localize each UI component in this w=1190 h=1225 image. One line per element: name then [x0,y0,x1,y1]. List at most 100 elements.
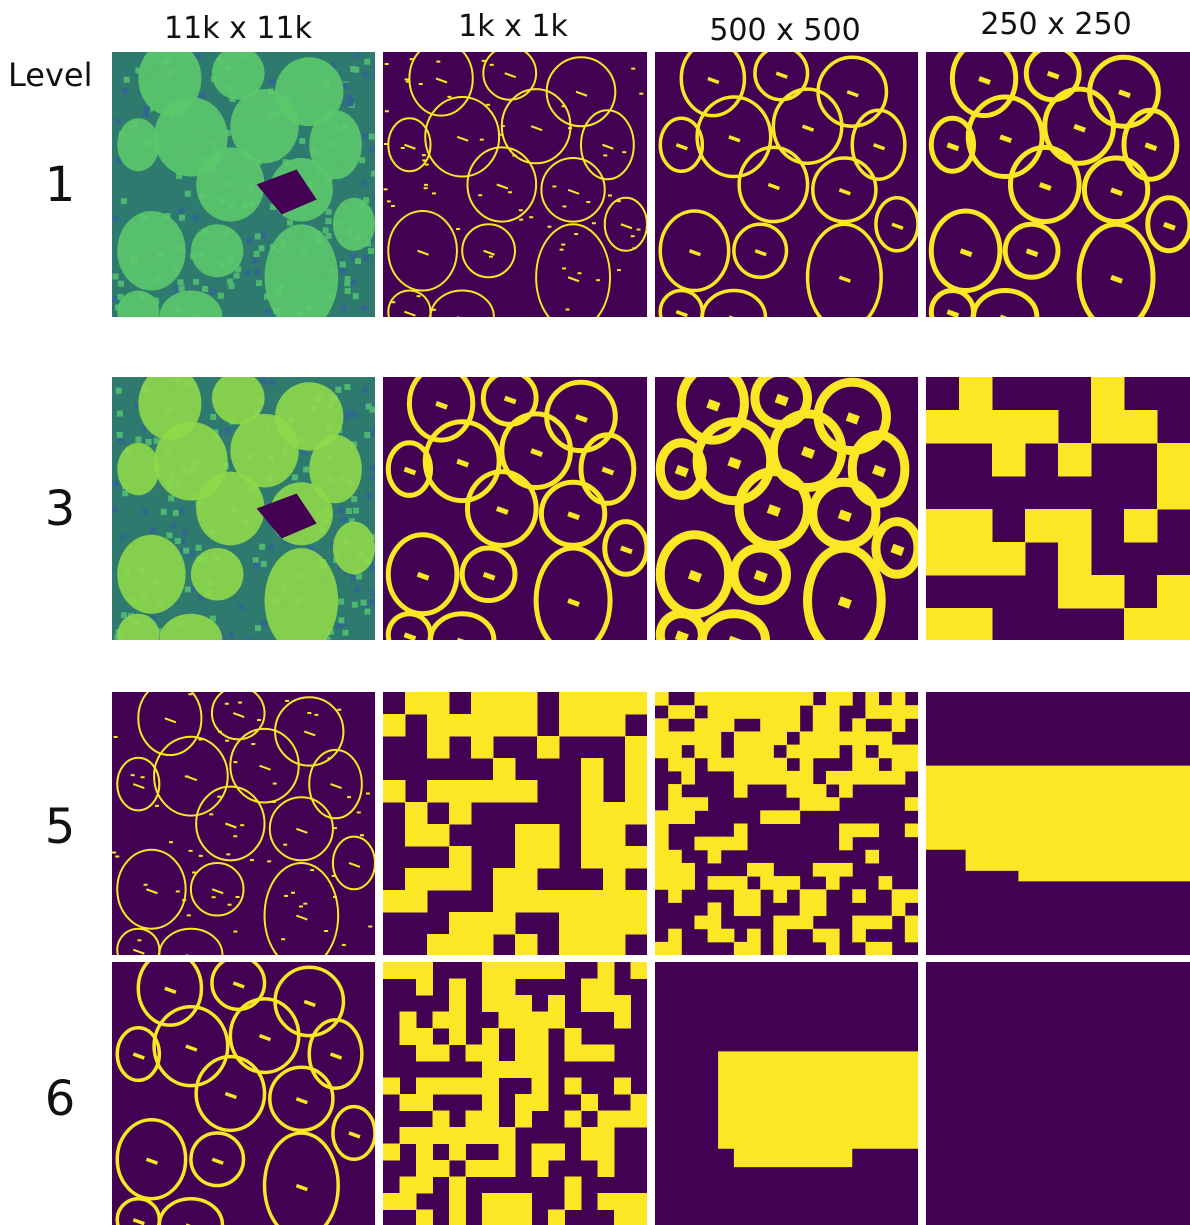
speck [391,301,395,303]
block [559,890,582,913]
noise [265,308,271,314]
noise [356,573,362,579]
block [416,1160,433,1177]
block [383,962,400,979]
block [892,705,906,719]
block [581,758,604,781]
noise [161,509,167,515]
noise [142,509,148,515]
cell-detail [776,398,787,402]
noise [210,289,216,295]
block [532,1061,549,1078]
block [826,771,840,785]
cell-detail [847,416,858,420]
noise [345,276,351,282]
speck [422,154,426,156]
noise [166,532,172,538]
block [482,1127,499,1144]
block [625,890,648,913]
block [708,758,722,772]
region [926,766,1190,882]
noise [178,279,184,285]
noise [287,220,293,226]
noise [193,279,199,285]
block [405,868,428,891]
block [471,736,494,759]
image-panel [926,692,1190,955]
speck [217,796,221,798]
panel-background [383,52,647,317]
speck [561,244,565,246]
block [813,889,827,903]
noise [353,508,359,514]
block [721,876,735,890]
speck [547,226,551,228]
block [773,731,787,745]
speck [384,143,388,145]
speck [115,856,119,858]
block [826,731,840,745]
noise [120,534,126,540]
block [813,718,827,732]
block [625,780,648,803]
block [708,876,722,890]
speck [182,899,186,901]
block [668,942,682,956]
cell-detail [839,601,850,605]
block [926,542,960,576]
block [852,916,866,930]
block [681,705,695,719]
block [427,780,450,803]
block [708,929,722,943]
block [926,509,960,543]
block [383,714,406,737]
speck [169,841,173,843]
noise [374,62,380,68]
block [515,995,532,1012]
block [826,876,840,890]
noise [355,586,361,592]
noise [370,465,376,471]
block [482,1210,499,1225]
block [787,916,801,930]
block [747,758,761,772]
block [760,771,774,785]
block [708,837,722,851]
block [614,1111,631,1128]
speck [617,200,621,202]
block [892,902,906,916]
speck [410,58,414,60]
noise [117,411,123,417]
block [499,1193,516,1210]
block [493,890,516,913]
block [515,846,538,869]
block [559,714,582,737]
noise [112,506,118,512]
block [581,912,604,935]
block [773,942,787,956]
noise [182,530,188,536]
block [449,1193,466,1210]
noise [199,92,205,98]
noise [344,384,350,390]
speck [631,235,635,237]
block [565,1111,582,1128]
block [708,705,722,719]
block [813,745,827,759]
speck [401,147,405,149]
speck [391,205,395,207]
noise [112,296,118,302]
block [747,942,761,956]
noise [370,475,376,481]
speck [562,267,566,269]
noise [234,273,240,279]
speck [228,904,232,906]
speck [419,83,423,85]
block [581,890,604,913]
block [721,758,735,772]
block [892,745,906,759]
block [515,868,538,891]
block [493,714,516,737]
block [734,824,748,838]
block [760,863,774,877]
